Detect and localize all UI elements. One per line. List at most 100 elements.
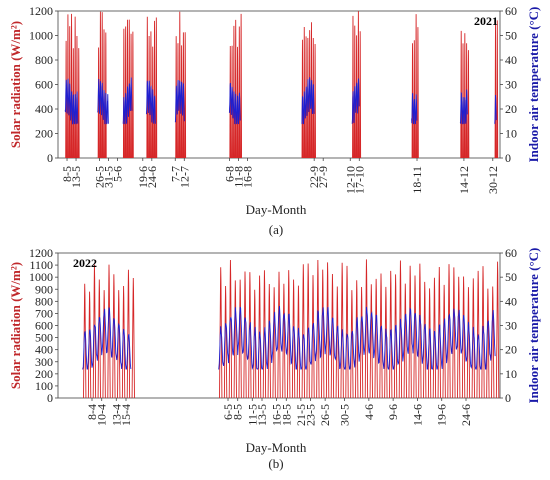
y-left-tick-label: 1200	[29, 246, 53, 260]
indoor-temperature-series	[351, 78, 360, 124]
solar-radiation-series	[411, 14, 419, 159]
y-left-tick-label: 1000	[29, 270, 53, 284]
y-left-tick-label: 900	[35, 282, 53, 296]
chart-panel-a: 0 200 400 600 800 1000 1200 0 10 20 30 40 50 60 Solar …	[8, 4, 541, 237]
x-tick-label: 15-4	[119, 404, 133, 426]
x-tick-label: 14-6	[410, 404, 424, 426]
x-tick-label: 31-5	[102, 166, 116, 188]
panel-caption: (b)	[268, 456, 283, 471]
x-tick-label: 8-5	[231, 404, 245, 420]
y-right-tick-label: 40	[505, 294, 517, 308]
y-left-axis-title: Solar radiation (W/m²)	[8, 21, 23, 148]
y-left-tick-label: 500	[35, 331, 53, 345]
y-right-tick-label: 40	[505, 53, 517, 67]
solar-radiation-series	[494, 20, 499, 159]
indoor-temperature-series	[64, 78, 79, 125]
x-tick-label: 12-7	[177, 166, 191, 188]
y-left-tick-label: 0	[47, 151, 53, 165]
y-left-tick-label: 100	[35, 379, 53, 393]
x-tick-label: 8-4	[85, 404, 99, 420]
year-label: 2022	[73, 256, 97, 270]
solar-radiation-series	[146, 16, 158, 159]
x-tick-label: 14-12	[457, 166, 471, 194]
indoor-temperature-series	[459, 89, 468, 125]
solar-radiation-series	[219, 259, 500, 399]
y-left-tick-label: 800	[35, 53, 53, 67]
y-left-tick-label: 300	[35, 355, 53, 369]
x-tick-label: 12-10	[343, 166, 357, 194]
indoor-temperature-series	[174, 80, 185, 123]
solar-radiation-series	[301, 22, 316, 159]
y-left-tick-label: 600	[35, 319, 53, 333]
x-tick-label: 9-6	[386, 404, 400, 420]
solar-radiation-series	[97, 11, 107, 159]
x-tick-label: 11-5	[245, 404, 259, 426]
indoor-temperature-series	[218, 305, 496, 371]
x-tick-label: 21-5	[294, 404, 308, 426]
x-tick-label: 17-10	[352, 166, 366, 194]
x-tick-label: 22-9	[307, 166, 321, 188]
y-right-tick-label: 20	[505, 102, 517, 116]
y-right-tick-label: 10	[505, 367, 517, 381]
x-tick-label: 16-5	[270, 404, 284, 426]
chart-panel-b: 0100200300400500600700800900100011001200…	[8, 246, 541, 471]
x-tick-label: 13-4	[109, 404, 123, 426]
x-tick-label: 24-6	[459, 404, 473, 426]
x-tick-label: 30-12	[486, 166, 500, 194]
x-tick-label: 26-5	[92, 166, 106, 188]
indoor-temperature-series	[82, 307, 132, 370]
x-tick-label: 5-6	[111, 166, 125, 182]
x-tick-label: 19-6	[435, 404, 449, 426]
y-right-tick-label: 60	[505, 4, 517, 18]
y-left-tick-label: 1100	[29, 258, 53, 272]
x-tick-label: 11-8	[231, 166, 245, 188]
y-left-tick-label: 600	[35, 78, 53, 92]
indoor-temperature-series	[301, 77, 315, 125]
y-left-tick-label: 1000	[29, 29, 53, 43]
indoor-temperature-series	[145, 80, 156, 124]
x-tick-label: 16-8	[240, 166, 254, 188]
solar-radiation-series	[83, 264, 135, 399]
y-right-tick-label: 50	[505, 270, 517, 284]
x-tick-label: 10-4	[95, 404, 109, 426]
x-tick-label: 13-5	[69, 166, 83, 188]
y-right-tick-label: 60	[505, 246, 517, 260]
indoor-temperature-series	[411, 93, 418, 125]
y-left-tick-label: 400	[35, 102, 53, 116]
y-left-tick-label: 200	[35, 367, 53, 381]
y-left-tick-label: 400	[35, 343, 53, 357]
y-left-tick-label: 200	[35, 127, 53, 141]
indoor-temperature-series	[494, 95, 497, 125]
solar-radiation-series	[65, 13, 80, 159]
indoor-temperature-series	[97, 78, 109, 125]
y-right-axis-title: Indoor air temperature (°C)	[526, 7, 541, 163]
solar-radiation-series	[229, 13, 243, 159]
x-axis-title: Day-Month	[246, 202, 307, 217]
y-left-axis-title: Solar radiation (W/m²)	[8, 262, 23, 389]
x-tick-label: 8-5	[60, 166, 74, 182]
x-tick-label: 6-5	[221, 404, 235, 420]
x-tick-label: 27-9	[316, 166, 330, 188]
x-tick-label: 30-5	[338, 404, 352, 426]
solar-radiation-series	[175, 11, 187, 159]
year-label: 2021	[474, 14, 498, 28]
x-tick-label: 7-7	[168, 166, 182, 182]
indoor-temperature-series	[122, 77, 133, 125]
x-axis-title: Day-Month	[246, 440, 307, 455]
x-tick-label: 6-8	[222, 166, 236, 182]
x-tick-label: 19-6	[136, 166, 150, 188]
x-tick-label: 18-5	[279, 404, 293, 426]
y-right-tick-label: 0	[505, 391, 511, 405]
y-left-tick-label: 1200	[29, 4, 53, 18]
indoor-temperature-series	[228, 82, 241, 125]
y-right-tick-label: 30	[505, 78, 517, 92]
y-left-tick-label: 0	[47, 391, 53, 405]
solar-radiation-series	[352, 11, 362, 159]
x-tick-label: 26-5	[318, 404, 332, 426]
panel-caption: (a)	[269, 222, 283, 237]
y-right-tick-label: 0	[505, 151, 511, 165]
y-right-axis-title: Indoor air temperature (°C)	[526, 248, 541, 404]
y-left-tick-label: 700	[35, 306, 53, 320]
x-tick-label: 23-5	[304, 404, 318, 426]
